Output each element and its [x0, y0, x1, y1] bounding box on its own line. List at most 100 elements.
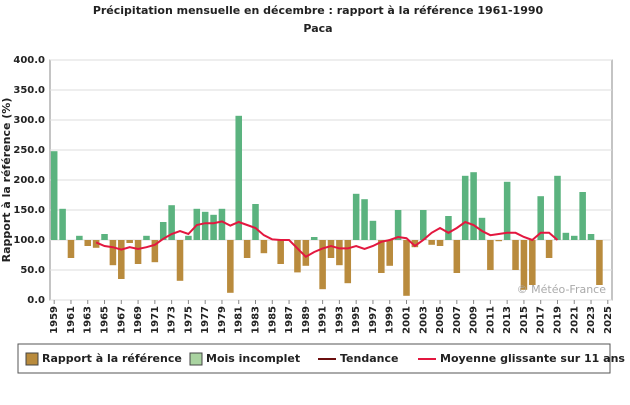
- y-tick-label: 300.0: [13, 115, 45, 126]
- y-tick-label: 150.0: [13, 205, 45, 216]
- bar: [294, 240, 301, 273]
- x-tick-label: 1983: [251, 306, 262, 334]
- legend-box: [17, 343, 611, 374]
- y-tick-label: 0.0: [27, 295, 45, 306]
- bar: [50, 151, 58, 240]
- bar: [310, 237, 318, 240]
- moving-average-line: [95, 220, 559, 259]
- x-tick-label: 1987: [284, 306, 295, 334]
- x-tick-label: 1963: [83, 306, 94, 334]
- x-tick-label: 1959: [49, 306, 60, 334]
- x-tick-label: 2009: [469, 306, 480, 334]
- bar: [101, 234, 108, 240]
- x-tick-label: 1961: [66, 306, 77, 334]
- x-tick-label: 1995: [351, 306, 362, 334]
- x-tick-label: 1971: [150, 306, 161, 334]
- bar: [495, 240, 503, 242]
- x-tick-label: 1965: [100, 306, 111, 334]
- bar: [487, 240, 494, 270]
- legend-label: Mois incomplet: [206, 352, 300, 365]
- x-tick-label: 1985: [267, 306, 278, 334]
- x-tick-label: 1999: [385, 306, 396, 334]
- bar: [327, 240, 335, 258]
- bar: [545, 240, 553, 258]
- x-tick-label: 2017: [536, 306, 547, 334]
- bar: [185, 235, 192, 240]
- bar: [109, 240, 117, 266]
- bar: [201, 211, 209, 240]
- x-tick-label: 2001: [401, 306, 412, 334]
- bar: [134, 240, 142, 264]
- bar: [529, 240, 536, 285]
- x-tick-label: 1991: [318, 306, 329, 334]
- bar: [243, 240, 251, 258]
- bar: [436, 240, 444, 246]
- legend-label: Moyenne glissante sur 11 ans: [440, 352, 625, 365]
- x-tick-label: 1979: [217, 306, 228, 334]
- x-tick-label: 1989: [301, 306, 312, 334]
- y-axis-label: Rapport à la référence (%): [0, 98, 13, 263]
- bar: [386, 240, 393, 266]
- bar: [579, 192, 586, 240]
- y-tick-label: 250.0: [13, 145, 45, 156]
- x-tick-label: 1973: [167, 306, 178, 334]
- bar: [227, 240, 234, 293]
- legend-label: Rapport à la référence: [42, 352, 182, 365]
- bar: [512, 240, 519, 270]
- bar: [378, 240, 385, 273]
- bar: [67, 240, 75, 258]
- bar: [344, 240, 352, 284]
- y-tick-label: 400.0: [13, 55, 45, 66]
- x-tick-label: 1967: [116, 306, 127, 334]
- x-tick-label: 2005: [435, 306, 446, 334]
- legend-swatch: [189, 352, 203, 366]
- bar: [151, 240, 159, 263]
- y-tick-label: 50.0: [20, 265, 45, 276]
- y-tick-label: 100.0: [13, 235, 45, 246]
- x-tick-label: 2023: [586, 306, 597, 334]
- x-tick-label: 2003: [418, 306, 429, 334]
- bar: [570, 235, 578, 240]
- watermark: © Météo-France: [517, 283, 607, 296]
- bar: [503, 181, 511, 240]
- bar: [76, 235, 83, 240]
- bar: [302, 240, 310, 266]
- bar: [277, 240, 284, 264]
- bar: [352, 193, 360, 240]
- bar: [461, 175, 469, 240]
- bar: [554, 175, 561, 240]
- x-tick-label: 2019: [552, 306, 563, 334]
- bar: [126, 240, 133, 243]
- bar: [210, 214, 217, 240]
- bar: [478, 217, 486, 240]
- x-tick-label: 1993: [334, 306, 345, 334]
- x-tick-label: 1981: [234, 306, 245, 334]
- y-tick-label: 350.0: [13, 85, 45, 96]
- bar: [411, 240, 419, 248]
- bar: [537, 196, 544, 240]
- bar: [260, 240, 268, 254]
- bar: [403, 240, 410, 296]
- chart-title: Précipitation mensuelle en décembre : ra…: [93, 4, 544, 17]
- bar: [319, 240, 326, 290]
- x-tick-label: 1977: [200, 306, 211, 334]
- x-tick-label: 2021: [569, 306, 580, 334]
- bar: [470, 172, 477, 240]
- bar: [562, 232, 570, 240]
- bar: [520, 240, 528, 290]
- bar: [453, 240, 461, 273]
- x-tick-label: 1969: [133, 306, 144, 334]
- bar: [84, 240, 92, 246]
- bar: [596, 240, 603, 285]
- x-tick-label: 1975: [183, 306, 194, 334]
- chart-subtitle: Paca: [303, 22, 332, 35]
- x-tick-label: 2025: [603, 306, 614, 334]
- bar: [176, 240, 184, 281]
- bar: [59, 208, 66, 240]
- bar: [168, 205, 175, 240]
- bar: [445, 216, 452, 240]
- y-tick-label: 200.0: [13, 175, 45, 186]
- x-tick-label: 2013: [502, 306, 513, 334]
- bar: [159, 222, 167, 240]
